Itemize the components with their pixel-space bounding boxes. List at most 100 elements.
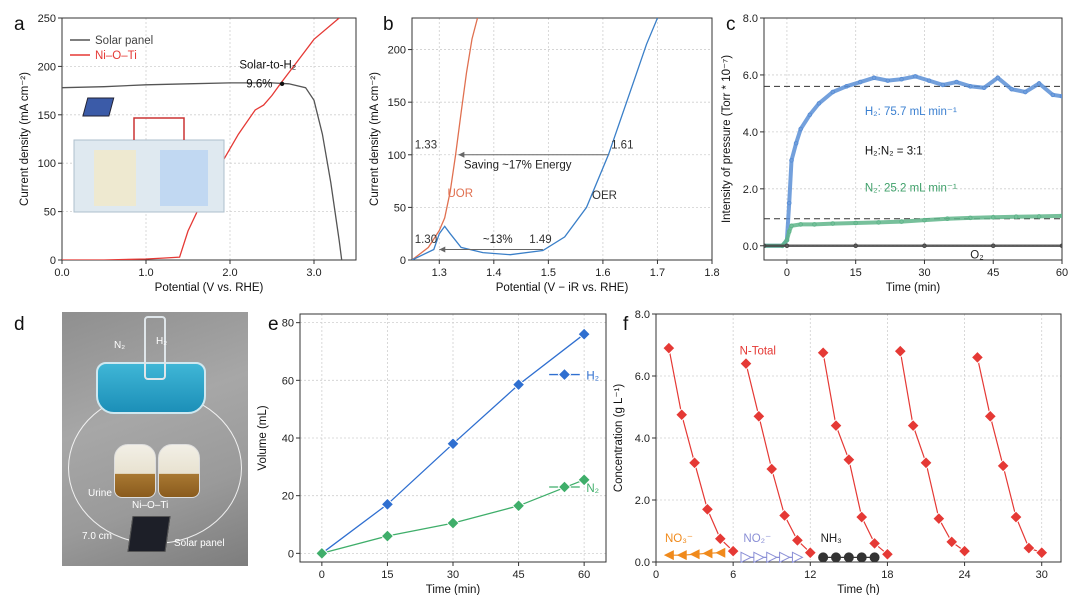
y-tick-label: 100 (38, 158, 56, 170)
data-point (990, 214, 996, 220)
data-point (853, 220, 858, 226)
ntotal-point (970, 350, 985, 365)
data-point (1036, 214, 1042, 219)
plot-frame (61, 17, 357, 261)
annotation-1-33: 1.33 (415, 139, 437, 151)
data-point-0-4 (577, 327, 591, 341)
annotation-1-30: 1.30 (415, 234, 437, 246)
ntotal-point (752, 409, 766, 424)
ntotal-point (816, 346, 830, 360)
y-tick-label: 2.0 (743, 184, 758, 196)
ntotal-point (1009, 510, 1023, 524)
ntotal-line-1 (745, 363, 811, 554)
data-point (786, 229, 792, 234)
y-tick-label: 250 (38, 13, 56, 25)
label-nh3: NH₃ (821, 533, 843, 545)
ntotal-line-3 (899, 351, 965, 552)
inset-cathode (160, 150, 208, 206)
y-tick-label: 100 (388, 150, 406, 162)
no2-point (779, 551, 791, 564)
legend-label: H₂ (586, 371, 599, 383)
series-line-nioti (62, 18, 340, 260)
data-point (798, 222, 803, 227)
x-tick-label: 2.0 (222, 267, 237, 279)
ntotal-point (765, 462, 779, 476)
arrow-head-13 (439, 246, 446, 253)
ntotal-point (880, 547, 895, 561)
panel-a: 0.0 1.0 2.0 3.0 0 50 100 150 200 250 Potential (V … (19, 13, 357, 294)
label-no2: NO₂⁻ (743, 533, 771, 545)
x-tick-label: 60 (1056, 267, 1068, 279)
ntotal-point (906, 418, 920, 433)
data-point (899, 76, 904, 82)
data-point (784, 237, 790, 243)
data-point (807, 112, 813, 118)
ntotal-point (996, 459, 1010, 473)
data-point (945, 216, 950, 222)
ntotal-point (855, 510, 869, 524)
x-axis-label: Time (min) (886, 282, 941, 294)
ntotal-point (662, 341, 676, 355)
y-tick-label: 0.0 (635, 557, 650, 569)
x-tick-label: 0 (319, 569, 325, 581)
panel-c: 0 15 30 45 60 0.0 2.0 4.0 6.0 8.0 Time (min) Intens… (721, 13, 1068, 294)
ntotal-point (700, 502, 715, 517)
x-tick-label: 24 (958, 569, 970, 581)
annotation-1-61: 1.61 (611, 139, 633, 151)
ntotal-point (1035, 545, 1049, 560)
x-tick-label: 3.0 (306, 267, 321, 279)
panel-f: 0 6 12 18 24 30 0.0 2.0 4.0 6.0 8.0 Time (h) Concent… (613, 309, 1062, 595)
x-axis-label: Time (min) (426, 584, 481, 595)
data-point-1-0 (315, 546, 329, 561)
annotation-efficiency: 9.6% (246, 79, 272, 91)
inset-solar-icon (82, 97, 115, 117)
x-tick-label: 1.3 (432, 267, 447, 279)
data-point (990, 243, 996, 249)
ntotal-point (1022, 541, 1036, 555)
x-axis-label: Time (h) (837, 584, 880, 595)
data-point (968, 215, 973, 221)
x-tick-label: 30 (1036, 569, 1048, 581)
panel-letter-c: c (726, 14, 736, 35)
ntotal-line-2 (822, 352, 888, 555)
series-band-0 (764, 74, 1062, 248)
legend-label: N₂ (586, 483, 599, 495)
y-tick-label: 2.0 (635, 495, 650, 507)
x-tick-label: 1.4 (486, 267, 501, 279)
x-tick-label: 6 (730, 569, 736, 581)
urine-bottle (114, 444, 156, 498)
data-point (764, 243, 767, 249)
legend-marker (557, 480, 572, 494)
data-point-1-3 (511, 499, 526, 513)
data-point (1059, 93, 1062, 99)
data-point (954, 79, 959, 85)
data-point-0-1 (380, 497, 395, 512)
y-axis-label: Current density (mA cm⁻²) (19, 72, 31, 206)
data-point (926, 78, 932, 83)
ntotal-line-0 (668, 347, 734, 552)
nh3-point (843, 552, 854, 563)
data-point (968, 84, 973, 89)
data-point (922, 217, 927, 223)
label-no3: NO₃⁻ (665, 533, 693, 545)
legend-label: Ni–O–Ti (95, 50, 137, 62)
label-uor: UOR (447, 188, 473, 200)
ntotal-point (932, 511, 946, 526)
solar-panel-image (127, 516, 171, 552)
y-axis-label: Volume (mL) (257, 405, 269, 470)
x-tick-label: 15 (381, 569, 393, 581)
y-tick-label: 50 (394, 202, 406, 214)
no3-point (689, 549, 700, 560)
data-point (1009, 86, 1014, 92)
label-oer: OER (592, 190, 617, 202)
nh3-point (869, 552, 880, 563)
no2-point (740, 551, 753, 564)
data-point (789, 158, 794, 163)
x-tick-label: 0 (784, 267, 790, 279)
series-line-oer (412, 18, 659, 260)
annotation-o2: O₂ (970, 250, 983, 262)
data-point (784, 243, 790, 249)
x-tick-label: 1.6 (595, 267, 610, 279)
x-tick-label: 1.5 (541, 267, 556, 279)
